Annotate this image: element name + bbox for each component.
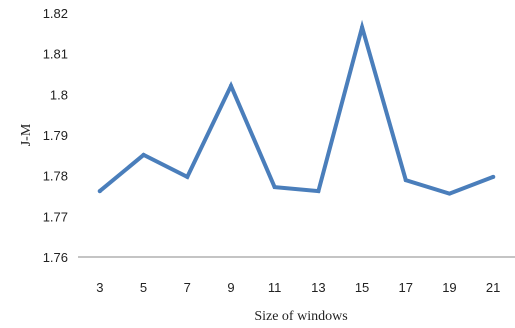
x-tick-label: 15 (355, 280, 369, 295)
y-tick-label: 1.77 (43, 209, 68, 224)
y-tick-label: 1.79 (43, 128, 68, 143)
y-tick-label: 1.81 (43, 47, 68, 62)
x-tick-label: 3 (96, 280, 103, 295)
x-axis-ticks: 3 5 7 9 11 13 15 17 19 21 (96, 280, 500, 295)
data-point (316, 189, 321, 194)
x-tick-label: 9 (227, 280, 234, 295)
x-axis-title: Size of windows (254, 309, 347, 324)
data-point (403, 178, 408, 183)
x-tick-label: 13 (311, 280, 325, 295)
x-tick-label: 11 (268, 280, 282, 295)
y-tick-label: 1.8 (50, 87, 68, 102)
x-tick-label: 5 (140, 280, 147, 295)
data-point (360, 25, 365, 30)
data-point (185, 174, 190, 179)
y-tick-label: 1.82 (43, 6, 68, 21)
data-points (97, 25, 496, 196)
series-line (97, 19, 496, 196)
x-tick-label: 7 (184, 280, 191, 295)
y-axis-title: J-M (19, 123, 34, 146)
data-point (491, 174, 496, 179)
data-point (141, 152, 146, 157)
data-point (272, 185, 277, 190)
x-tick-label: 17 (399, 280, 413, 295)
data-point (447, 191, 452, 196)
x-tick-label: 19 (442, 280, 456, 295)
x-tick-label: 21 (486, 280, 500, 295)
data-point (97, 189, 102, 194)
y-tick-label: 1.76 (43, 250, 68, 265)
y-tick-label: 1.78 (43, 169, 68, 184)
data-point (228, 83, 233, 88)
y-axis-ticks: 1.76 1.77 1.78 1.79 1.8 1.81 1.82 (43, 6, 68, 265)
